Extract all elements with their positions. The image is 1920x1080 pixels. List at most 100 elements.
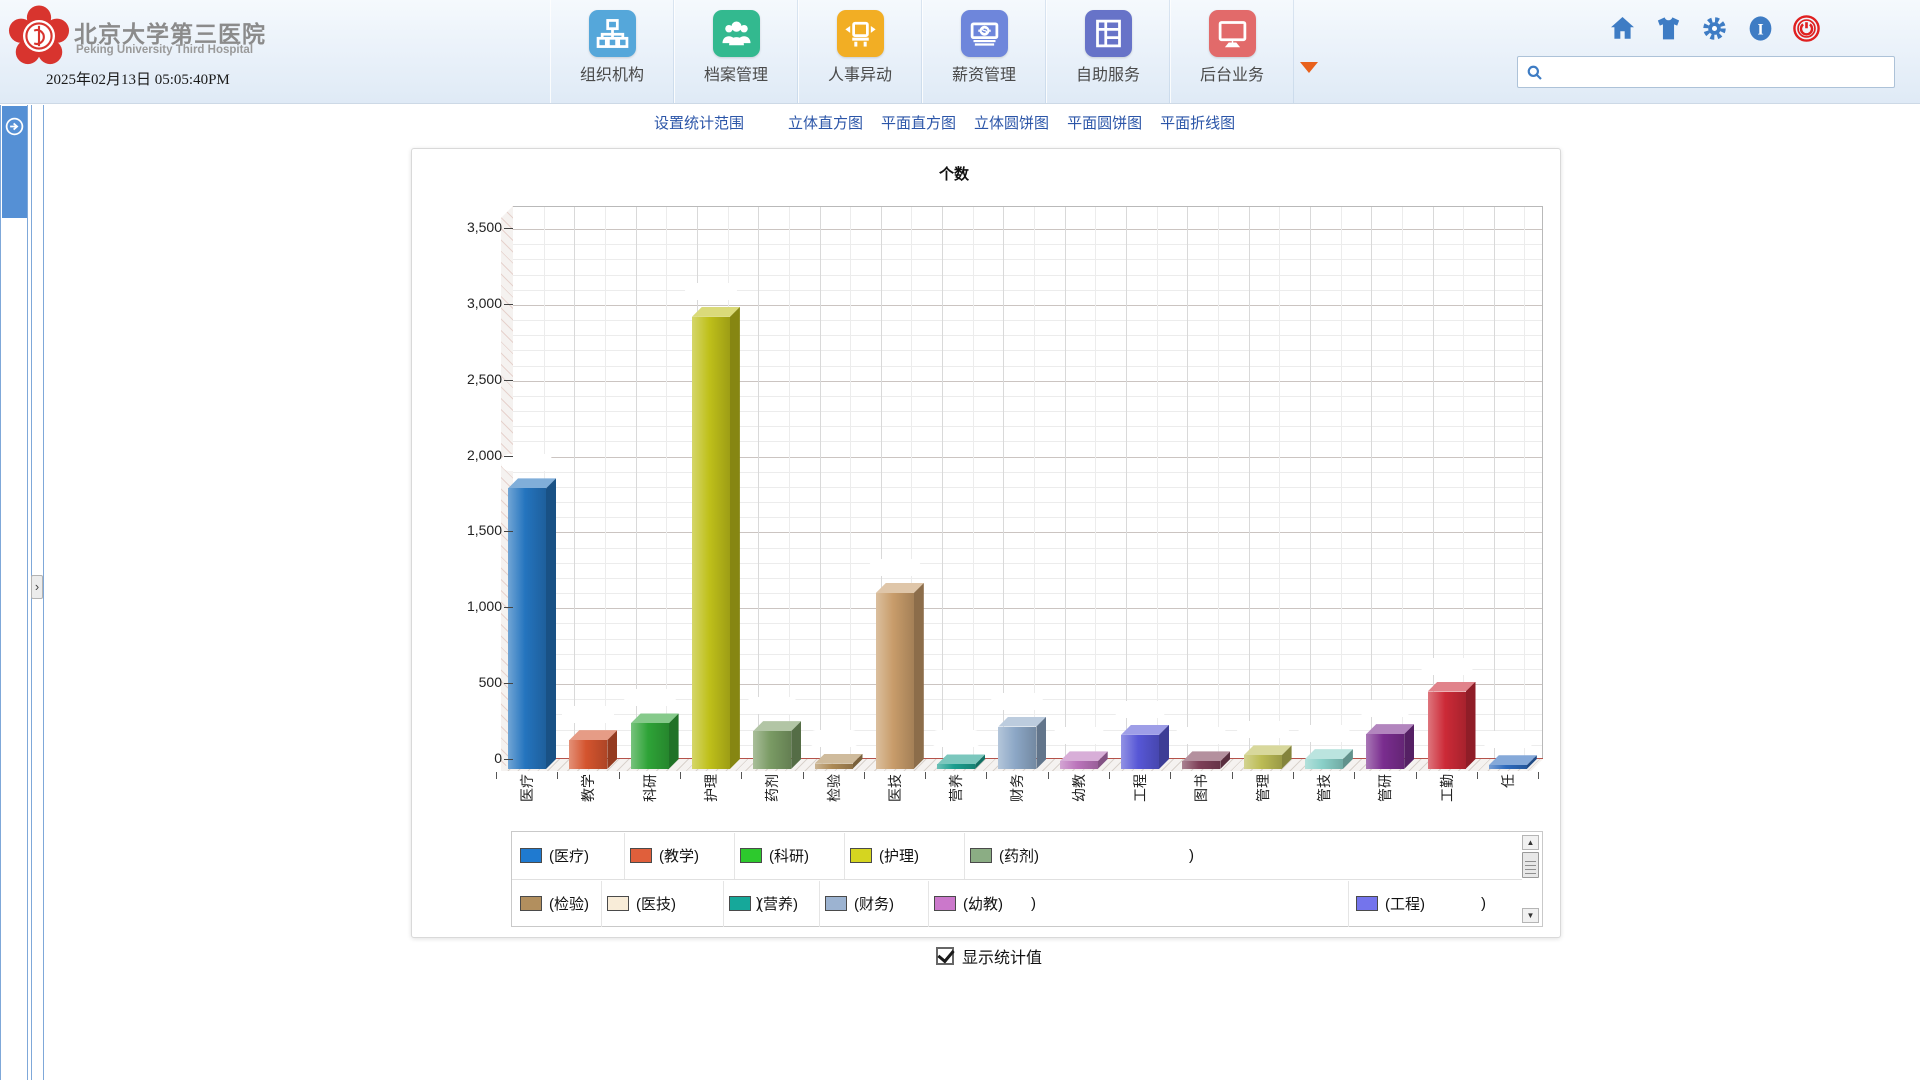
link-flat-pie[interactable]: 平面圆饼图 [1067,115,1143,132]
chart-legend: ▲ ▼ (医疗) ) (教学) ) (科研) ) (护理) ) (药剂) ) (… [511,831,1543,927]
x-tick-label: 管理 [1254,774,1271,802]
link-flat-bar[interactable]: 平面直方图 [881,115,957,132]
bar-教学 [569,740,608,769]
legend-label: (药剂) [999,848,1039,865]
bar-side-face [1466,682,1476,769]
legend-swatch [630,848,652,863]
redacted-legend-value [1003,896,1031,912]
bar-top-face [1243,745,1292,756]
menu-item-backend[interactable]: 后台业务 [1170,0,1294,103]
legend-entry: (幼教) ) [934,880,1036,927]
plot-area [513,206,1543,759]
legend-entry: (药剂) ) [970,832,1194,879]
legend-swatch [520,848,542,863]
link-3d-pie[interactable]: 立体圆饼图 [974,115,1050,132]
x-tick-label: 财务 [1009,774,1026,802]
scroll-down-button[interactable]: ▼ [1522,908,1539,923]
link-set-stat-range[interactable]: 设置统计范围 [654,115,745,132]
sidebar-expand-handle[interactable]: › [31,575,43,599]
search-icon [1527,65,1542,80]
redacted-value-label [991,692,1044,710]
bar-top-face [691,306,740,317]
menu-item-self-service[interactable]: 自助服务 [1046,0,1170,103]
redacted-value-label [746,697,799,715]
home-icon[interactable] [1608,14,1637,43]
legend-entry: (财务) ) [825,880,951,927]
quick-icons: I [1608,14,1821,43]
bar-科研 [630,723,669,769]
power-icon[interactable] [1792,14,1821,43]
bar-side-face [1098,751,1108,769]
link-3d-bar[interactable]: 立体直方图 [788,115,864,132]
y-tick-label: 3,000 [466,294,502,311]
legend-swatch [850,848,872,863]
scroll-thumb[interactable] [1522,852,1539,878]
bar-side-face [853,754,863,769]
grid-icon [1084,10,1132,57]
redacted-legend-value [1039,848,1189,864]
hospital-name-en: Peking University Third Hospital [76,44,254,56]
bar-top-face [630,713,679,724]
bar-top-face [508,478,556,489]
redacted-value-label [562,706,615,724]
bar-图书 [1182,761,1221,769]
org-chart-icon [588,10,636,57]
x-tick-label: 教学 [580,774,597,802]
header: 北京大学第三医院 Peking University Third Hospita… [0,0,1920,104]
menu-item-label: 后台业务 [1199,67,1264,84]
redacted-value-label [1359,700,1412,718]
y-tick-label: 2,000 [466,446,502,463]
menu-item-salary[interactable]: S 薪资管理 [922,0,1046,103]
checkbox-checked-icon[interactable] [936,947,954,965]
legend-label: (检验) [549,896,589,913]
bar-管研 [1366,734,1405,769]
left-sidebar: › [0,105,46,1080]
y-tick-label: 500 [478,674,502,691]
x-tick-label: 管研 [1377,774,1394,802]
gear-icon[interactable] [1700,14,1729,43]
info-icon[interactable]: I [1746,14,1775,43]
bar-检验 [814,763,853,769]
bar-side-face [546,478,556,769]
legend-entry: (工程) ) [1356,880,1486,927]
search-input[interactable] [1550,58,1890,86]
scroll-up-button[interactable]: ▲ [1522,835,1539,850]
bar-side-face [1343,749,1353,769]
bar-管理 [1243,755,1282,769]
legend-label: (营养) [758,896,798,913]
legend-swatch [1356,896,1378,911]
menu-item-archives[interactable]: 档案管理 [674,0,798,103]
redacted-value-label [1114,700,1166,718]
bar-top-face [1182,751,1231,762]
menu-item-personnel-transfer[interactable]: 人事异动 [798,0,922,103]
menu-item-org[interactable]: 组织机构 [550,0,674,103]
legend-swatch [970,848,992,863]
main-menu: 组织机构 档案管理 人事异动 S 薪资管理 自助服务 后台业务 [550,0,1294,103]
shirt-icon[interactable] [1654,14,1683,43]
bar-top-face [998,716,1047,727]
x-tick-label: 任 [1499,774,1516,788]
y-tick-label: 0 [494,750,502,766]
bar-side-face [975,754,985,769]
x-tick-label: 工勤 [1438,774,1455,802]
bar-top-face [1121,724,1169,735]
bar-side-face [1404,724,1414,769]
redacted-value-label [501,454,553,472]
sidebar-collapse-button[interactable] [2,106,27,218]
bar-top-face [1427,681,1476,692]
y-tick-label: 3,500 [466,219,502,235]
legend-swatch [825,896,847,911]
bar-医技 [875,593,914,769]
bar-side-face [1220,751,1230,769]
x-tick-label: 管技 [1315,774,1332,802]
menu-item-label: 薪资管理 [951,67,1016,84]
link-flat-line[interactable]: 平面折线图 [1160,115,1236,132]
menu-item-label: 人事异动 [827,67,892,84]
redacted-legend-value [798,896,828,912]
bar-营养 [937,764,976,769]
menu-overflow-dropdown-icon[interactable] [1300,62,1318,73]
redacted-value-label [930,730,983,748]
bar-管技 [1304,759,1343,769]
redacted-value-label [623,689,676,707]
show-stats-checkbox[interactable]: 显示统计值 [936,944,1042,968]
